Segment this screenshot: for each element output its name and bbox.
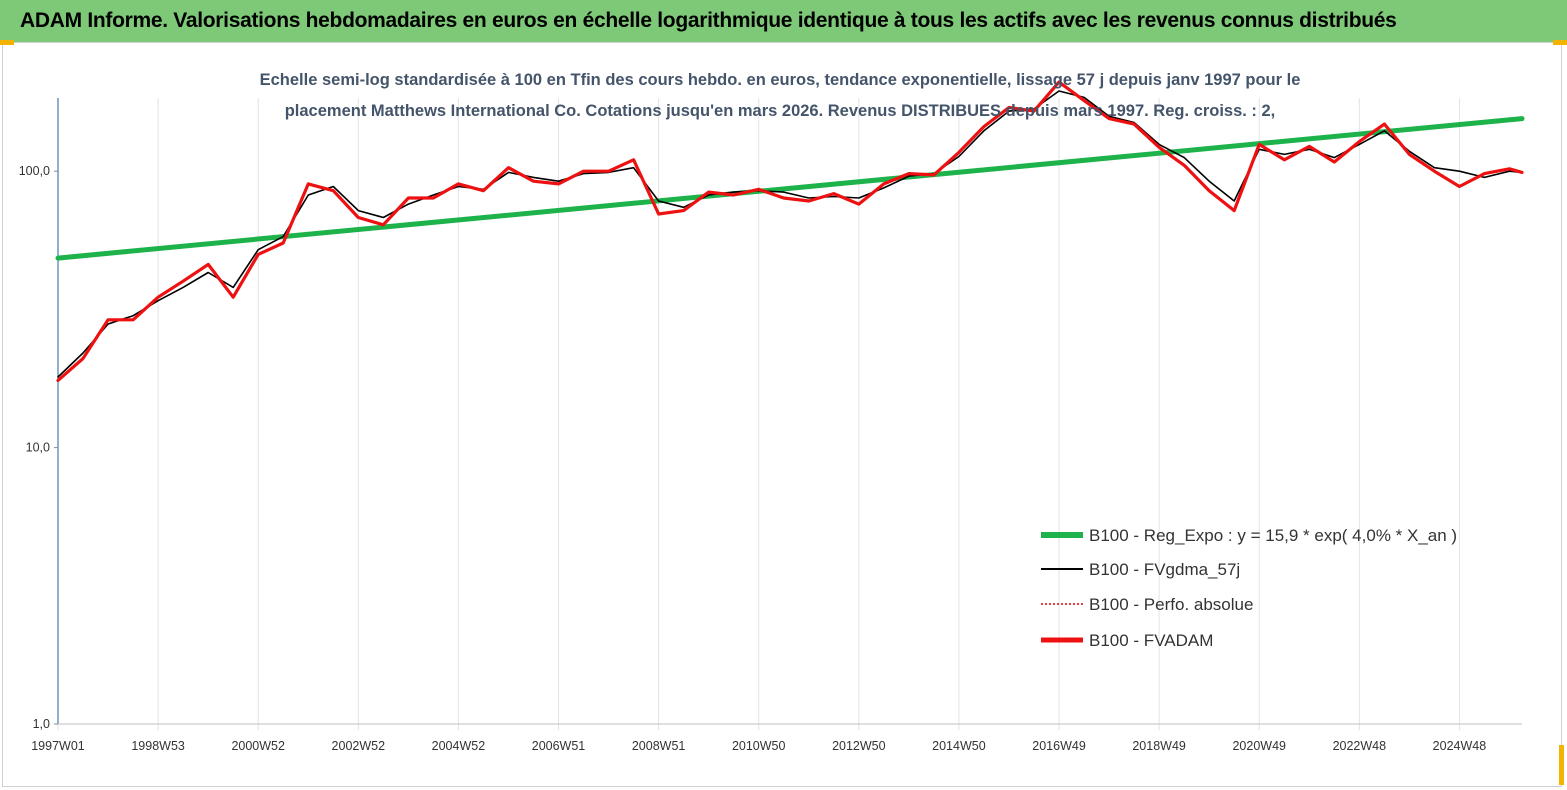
corner-marker-top-left xyxy=(0,40,14,45)
x-tick-label: 2010W50 xyxy=(732,739,786,753)
x-tick-label: 2016W49 xyxy=(1032,739,1086,753)
series-group xyxy=(55,80,1525,382)
x-tick-label: 1998W53 xyxy=(131,739,185,753)
y-tick-label: 10,0 xyxy=(26,441,50,455)
x-tick-label: 2000W52 xyxy=(231,739,285,753)
x-tick-label: 2020W49 xyxy=(1232,739,1286,753)
y-tick-label: 1,0 xyxy=(33,717,50,731)
x-tick-label: 2018W49 xyxy=(1132,739,1186,753)
report-banner: ADAM Informe. Valorisations hebdomadaire… xyxy=(0,0,1567,42)
x-tick-label: 2012W50 xyxy=(832,739,886,753)
series-line-reg xyxy=(55,116,1525,261)
x-tick-label: 2014W50 xyxy=(932,739,986,753)
legend-label-perf: B100 - Perfo. absolue xyxy=(1089,595,1253,614)
legend-label-fvadam: B100 - FVADAM xyxy=(1089,631,1213,650)
corner-marker-top-right xyxy=(1553,40,1567,45)
x-axis-ticks: 1997W01 1998W53 2000W52 2002W52 2004W52 2006W… xyxy=(31,739,1486,753)
series-line-smooth xyxy=(57,90,1523,378)
x-tick-label: 2022W48 xyxy=(1333,739,1387,753)
chart-frame xyxy=(2,42,1562,787)
legend-label-reg: B100 - Reg_Expo : y = 15,9 * exp( 4,0% *… xyxy=(1089,526,1457,545)
x-tick-label: 2002W52 xyxy=(332,739,386,753)
chart-title: Echelle semi-log standardisée à 100 en T… xyxy=(260,71,1301,120)
series-line-fvadam xyxy=(56,80,1524,382)
banner-title: ADAM Informe. Valorisations hebdomadaire… xyxy=(20,9,1397,32)
x-tick-label: 2004W52 xyxy=(432,739,486,753)
chart-title-line-1: Echelle semi-log standardisée à 100 en T… xyxy=(260,71,1301,89)
x-tick-label: 1997W01 xyxy=(31,739,85,753)
chart-legend: B100 - Reg_Expo : y = 15,9 * exp( 4,0% *… xyxy=(1041,526,1457,650)
corner-marker-bottom-right xyxy=(1559,745,1564,785)
y-tick-label: 100,0 xyxy=(19,164,50,178)
x-tick-label: 2024W48 xyxy=(1433,739,1487,753)
chart-title-line-2: placement Matthews International Co. Cot… xyxy=(285,102,1276,120)
legend-label-smooth: B100 - FVgdma_57j xyxy=(1089,560,1240,579)
x-tick-label: 2006W51 xyxy=(532,739,586,753)
x-tick-label: 2008W51 xyxy=(632,739,686,753)
y-axis-ticks: 1,0 10,0 100,0 xyxy=(19,164,58,731)
vertical-grid xyxy=(57,98,1460,730)
